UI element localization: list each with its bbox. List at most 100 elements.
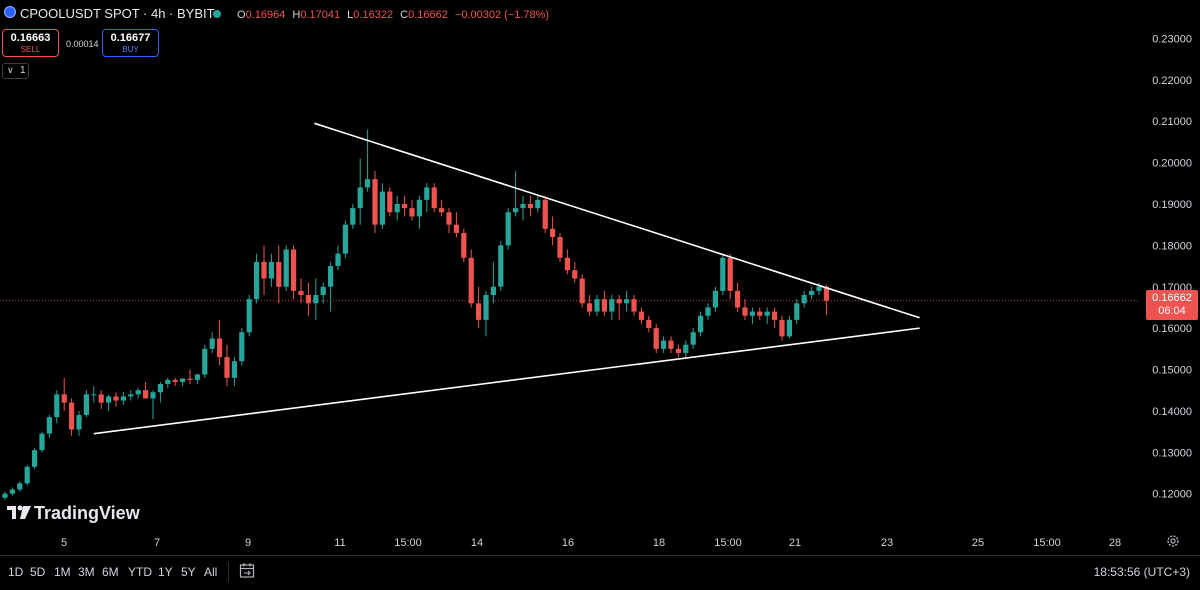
x-tick-label: 18: [653, 537, 665, 549]
candle-body: [557, 237, 563, 258]
candle-body: [202, 348, 208, 375]
range-3m-button[interactable]: 3M: [78, 565, 95, 579]
candle-body: [372, 179, 378, 225]
x-tick-label: 7: [154, 537, 160, 549]
candle-body: [779, 319, 785, 337]
candle-body: [720, 257, 726, 291]
candle-body: [69, 402, 75, 430]
candle-body: [690, 332, 696, 345]
candle-body: [764, 311, 770, 316]
range-5y-button[interactable]: 5Y: [181, 565, 196, 579]
y-tick-label: 0.16000: [1152, 323, 1192, 335]
range-1d-button[interactable]: 1D: [8, 565, 24, 579]
candle-body: [527, 204, 533, 209]
y-tick-label: 0.12000: [1152, 489, 1192, 501]
candle-body: [172, 379, 178, 382]
candle-body: [268, 261, 274, 279]
y-tick-label: 0.19000: [1152, 199, 1192, 211]
candle-body: [453, 224, 459, 233]
range-1y-button[interactable]: 1Y: [158, 565, 173, 579]
candle-body: [187, 378, 193, 380]
candle-body: [446, 212, 452, 225]
candle-body: [809, 290, 815, 296]
range-all-button[interactable]: All: [204, 565, 218, 579]
buy-label: BUY: [122, 45, 139, 54]
candle-body: [231, 361, 237, 378]
candle-body: [32, 450, 38, 467]
candle-body: [572, 270, 578, 279]
candle-body: [239, 332, 245, 362]
y-tick-label: 0.20000: [1152, 158, 1192, 170]
calendar-goto-icon[interactable]: [239, 562, 256, 579]
range-5d-button[interactable]: 5D: [30, 565, 46, 579]
x-tick-label: 16: [562, 537, 574, 549]
candle-body: [594, 299, 600, 312]
sell-button[interactable]: 0.16663 SELL: [2, 29, 59, 57]
x-tick-label: 9: [245, 537, 251, 549]
x-tick-label: 15:00: [1033, 537, 1061, 549]
candle-body: [742, 307, 748, 316]
candle-body: [305, 295, 311, 304]
candle-body: [98, 394, 104, 403]
symbol-logo-icon[interactable]: [4, 6, 16, 18]
candle-body: [661, 340, 667, 349]
y-tick-label: 0.15000: [1152, 365, 1192, 377]
candle-body: [342, 224, 348, 254]
upper-resistance-trendline: [314, 122, 920, 319]
range-1m-button[interactable]: 1M: [54, 565, 71, 579]
candle-body: [46, 417, 52, 434]
x-tick-label: 25: [972, 537, 984, 549]
candle-body: [350, 208, 356, 225]
candle-body: [165, 379, 171, 384]
candle-body: [424, 187, 430, 200]
symbol-title[interactable]: CPOOLUSDT SPOT · 4h · BYBIT: [20, 6, 215, 21]
candle-body: [476, 303, 482, 320]
candle-body: [54, 394, 60, 418]
candle-body: [535, 199, 541, 209]
candle-body: [261, 261, 267, 279]
candle-body: [313, 295, 319, 304]
candle-body: [668, 340, 674, 349]
high-value: 0.17041: [300, 9, 341, 21]
candle-body: [61, 394, 67, 403]
candle-body: [246, 299, 252, 333]
candle-body: [328, 266, 334, 287]
candle-body: [106, 396, 112, 403]
candle-body: [157, 384, 163, 393]
candle-body: [17, 483, 23, 490]
y-tick-label: 0.21000: [1152, 116, 1192, 128]
candle-body: [416, 199, 422, 217]
y-tick-label: 0.23000: [1152, 33, 1192, 45]
utc-clock[interactable]: 18:53:56 (UTC+3): [1093, 565, 1190, 579]
candle-body: [291, 249, 297, 291]
candle-body: [402, 204, 408, 209]
candle-body: [786, 319, 792, 337]
sell-price: 0.16663: [10, 32, 51, 44]
indicators-toggle-button[interactable]: ∨ 1: [2, 63, 29, 79]
y-tick-label: 0.18000: [1152, 240, 1192, 252]
range-6m-button[interactable]: 6M: [102, 565, 119, 579]
x-tick-label: 28: [1109, 537, 1121, 549]
range-ytd-button[interactable]: YTD: [128, 565, 152, 579]
candle-body: [653, 328, 659, 349]
candle-body: [772, 311, 778, 320]
x-tick-label: 11: [334, 537, 345, 549]
candle-body: [490, 286, 496, 296]
x-tick-label: 15:00: [394, 537, 422, 549]
candle-body: [498, 245, 504, 287]
candle-body: [513, 208, 519, 213]
gear-icon[interactable]: [1166, 534, 1180, 548]
candle-body: [357, 187, 363, 209]
candle-body: [254, 261, 260, 300]
x-tick-label: 15:00: [714, 537, 742, 549]
tradingview-logo[interactable]: TradingView: [6, 502, 140, 524]
candle-body: [705, 307, 711, 316]
indicator-count: 1: [20, 65, 26, 76]
buy-price: 0.16677: [110, 32, 151, 44]
candle-body: [194, 374, 200, 380]
candle-body: [616, 299, 622, 304]
buy-button[interactable]: 0.16677 BUY: [102, 29, 159, 57]
candle-body: [712, 290, 718, 308]
candle-body: [276, 261, 282, 287]
